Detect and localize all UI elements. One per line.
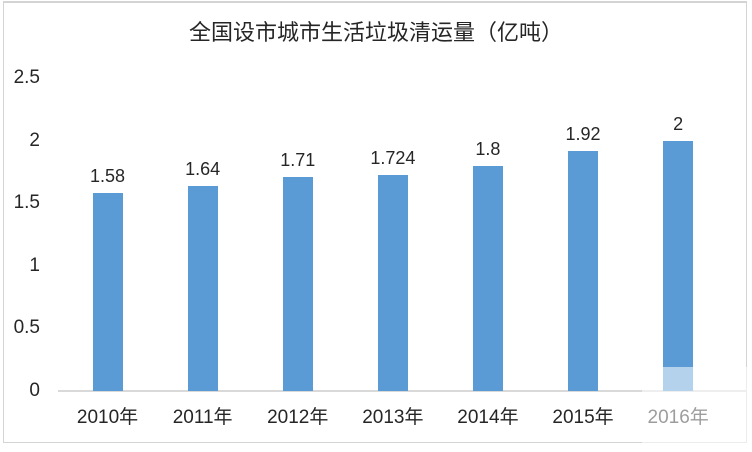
x-axis-category-label: 2015年 — [552, 407, 614, 428]
bar — [472, 165, 503, 391]
data-label: 1.58 — [90, 166, 126, 187]
y-axis-tick-label: 2 — [29, 129, 40, 151]
data-label: 1.64 — [185, 158, 221, 179]
bar — [663, 140, 694, 391]
data-label: 1.71 — [280, 149, 316, 170]
data-label: 1.92 — [565, 123, 601, 144]
x-axis-category-label: 2014年 — [457, 407, 519, 428]
x-axis-category-label: 2013年 — [362, 407, 424, 428]
data-label: 2 — [673, 113, 684, 134]
y-axis-tick-label: 1 — [29, 254, 40, 276]
y-axis-tick-label: 1.5 — [13, 192, 40, 214]
y-axis-tick-label: 2.5 — [13, 67, 40, 88]
bar — [568, 150, 599, 391]
watermark-overlay — [642, 367, 752, 452]
x-axis-category-label: 2011年 — [172, 407, 233, 428]
data-label: 1.724 — [370, 148, 416, 169]
bar — [282, 176, 313, 391]
chart-title: 全国设市城市生活垃圾清运量（亿吨） — [188, 20, 563, 45]
x-axis-line — [58, 390, 746, 392]
x-axis-category-label: 2010年 — [76, 407, 139, 428]
data-label: 1.8 — [475, 138, 501, 159]
bar — [187, 185, 218, 391]
y-axis-tick-label: 0 — [29, 380, 40, 401]
y-axis-tick-label: 0.5 — [13, 317, 40, 339]
bar — [377, 175, 408, 391]
bar — [92, 193, 123, 391]
x-axis-category-label: 2012年 — [267, 407, 329, 428]
